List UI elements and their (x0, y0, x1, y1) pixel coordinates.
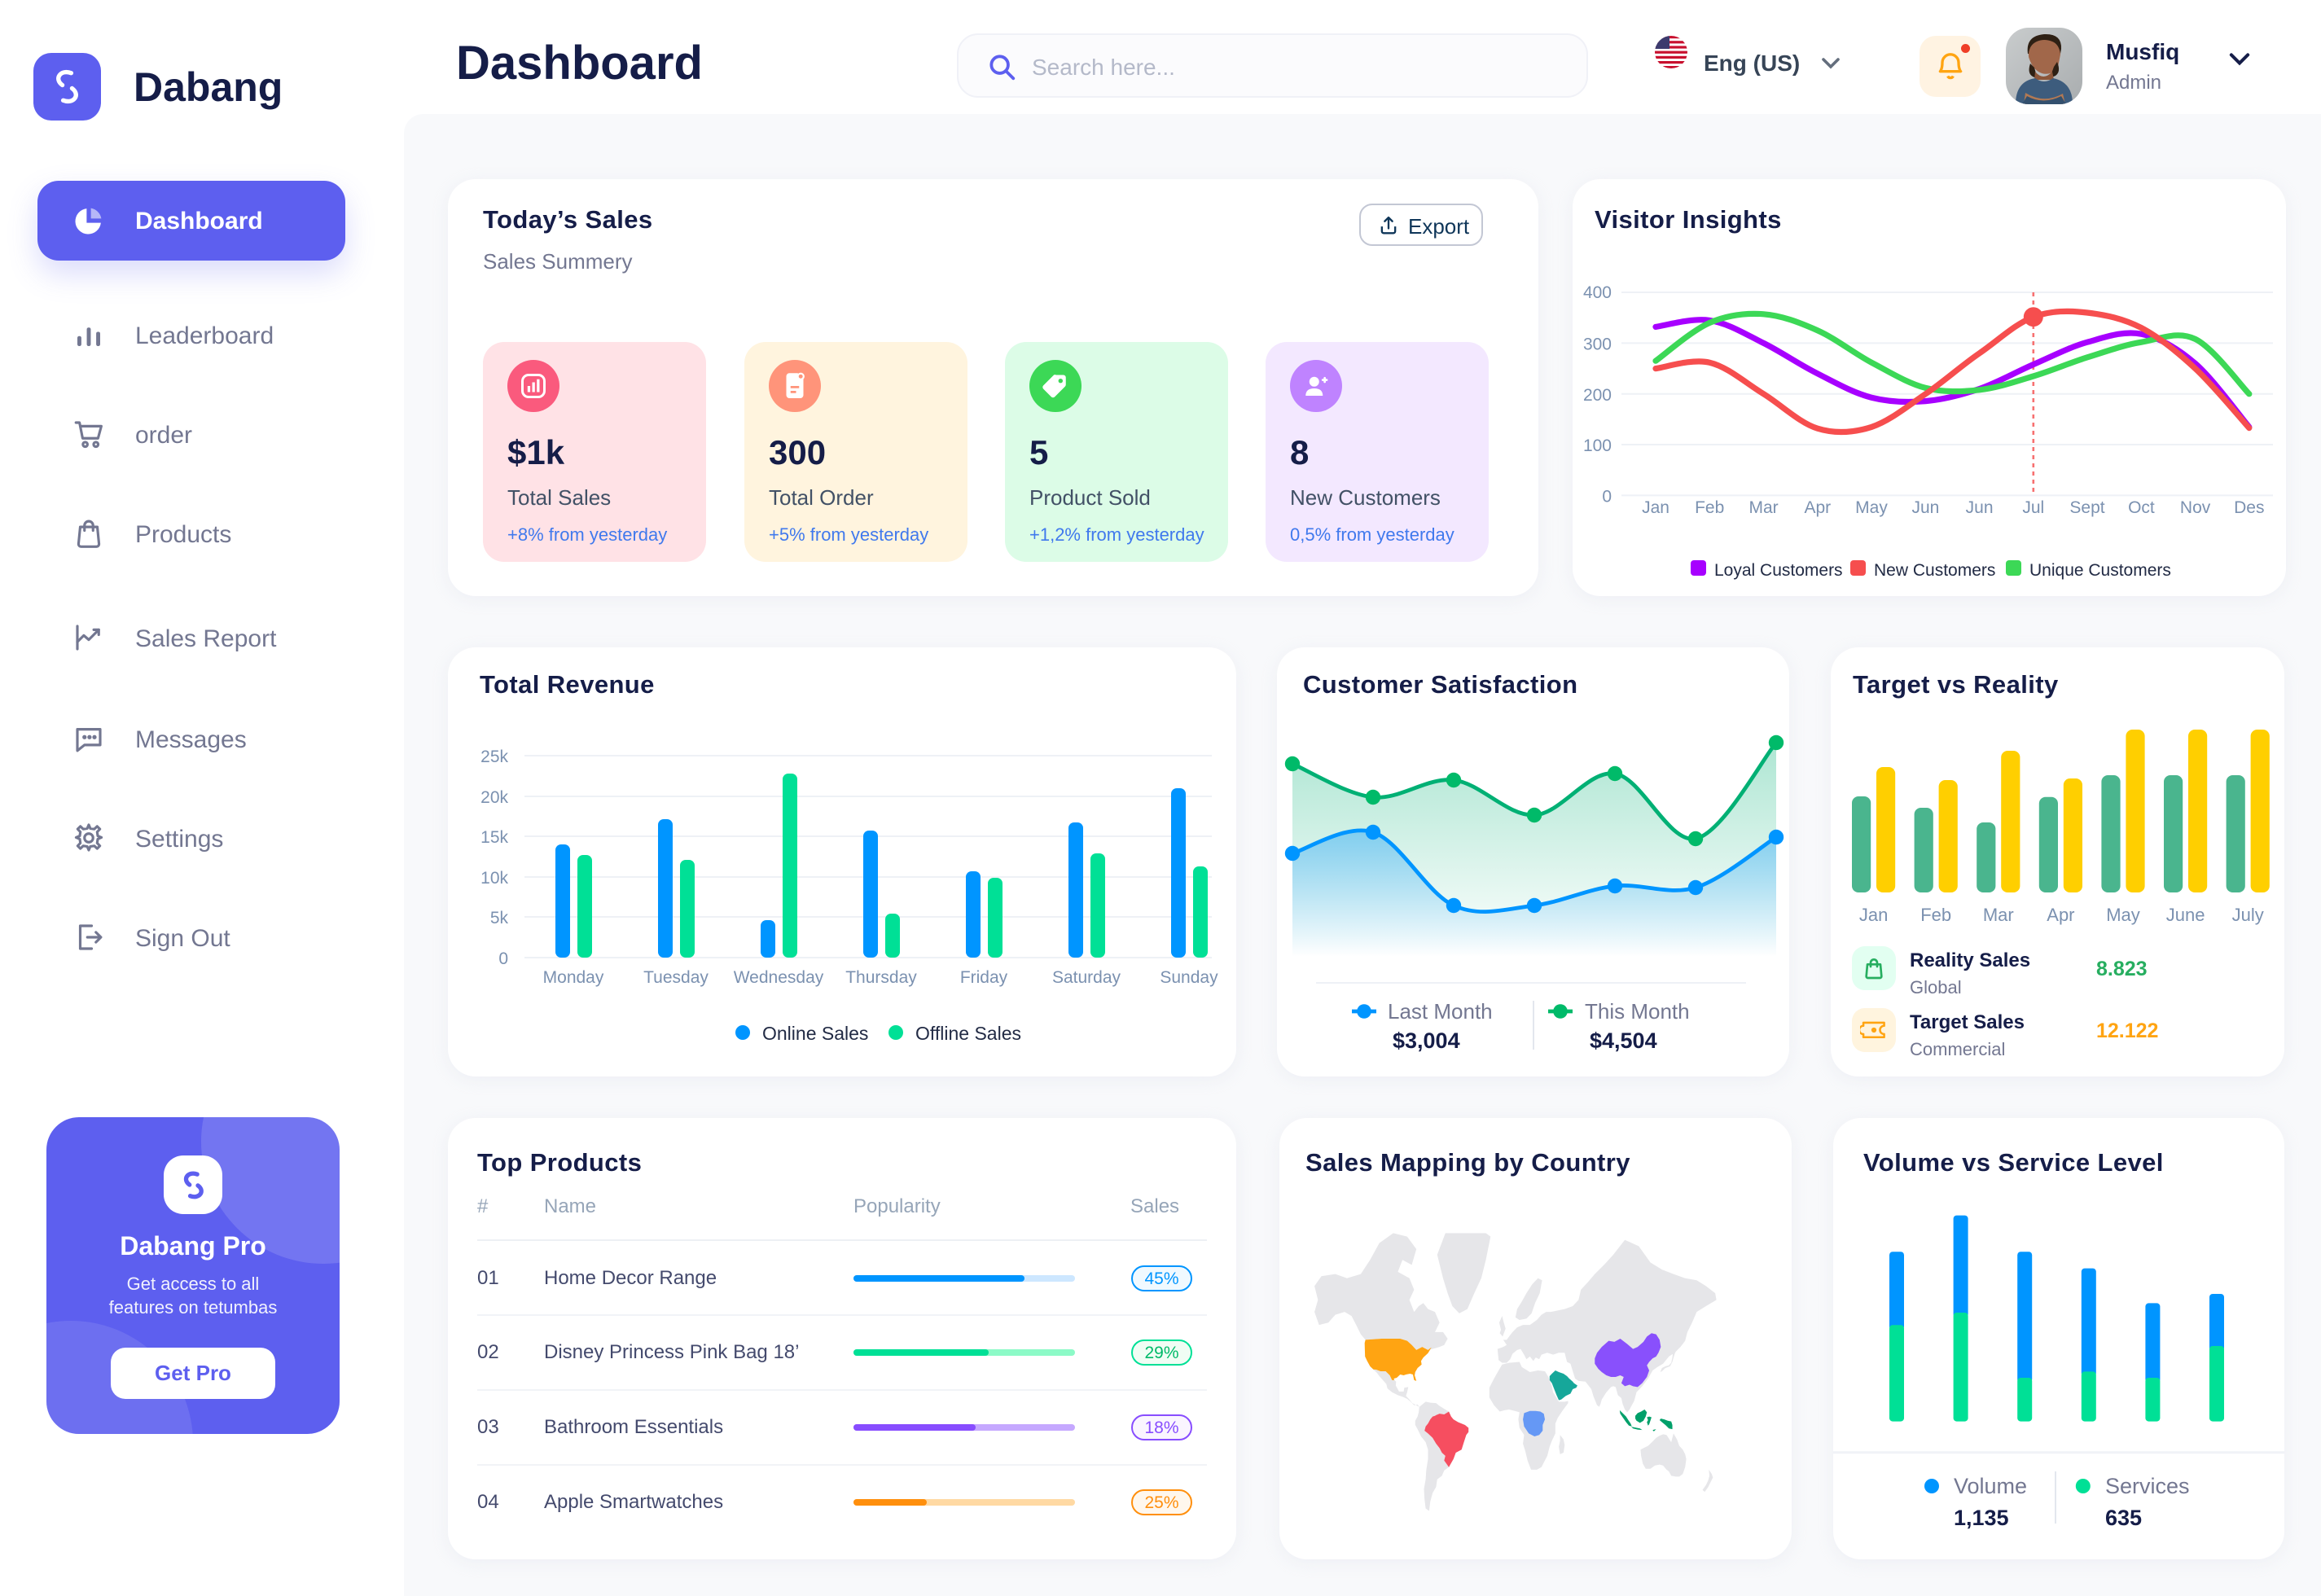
svg-text:300: 300 (1583, 335, 1612, 353)
svg-text:$4,504: $4,504 (1590, 1028, 1657, 1053)
svg-text:Friday: Friday (960, 968, 1008, 987)
svg-text:20k: 20k (480, 788, 508, 807)
svg-text:Thursday: Thursday (845, 968, 917, 987)
svg-text:200: 200 (1583, 386, 1612, 405)
svg-text:Feb: Feb (1920, 905, 1951, 925)
svg-text:400: 400 (1583, 283, 1612, 302)
svg-text:Wednesday: Wednesday (734, 968, 824, 987)
svg-text:Jun: Jun (1911, 498, 1939, 517)
svg-text:Offline Sales: Offline Sales (915, 1023, 1021, 1044)
svg-text:May: May (1855, 498, 1888, 517)
svg-text:Nov: Nov (2180, 498, 2211, 517)
svg-text:1,135: 1,135 (1954, 1506, 2009, 1530)
svg-text:June: June (2166, 905, 2205, 925)
svg-text:Apr: Apr (2047, 905, 2074, 925)
svg-text:Tuesday: Tuesday (643, 968, 709, 987)
svg-text:May: May (2106, 905, 2140, 925)
svg-text:Jan: Jan (1642, 498, 1669, 517)
svg-text:New Customers: New Customers (1874, 561, 1995, 580)
svg-text:Des: Des (2234, 498, 2264, 517)
svg-text:$3,004: $3,004 (1393, 1028, 1460, 1053)
svg-text:5k: 5k (490, 909, 509, 927)
svg-text:Feb: Feb (1695, 498, 1724, 517)
svg-text:Mar: Mar (1749, 498, 1779, 517)
svg-text:0: 0 (498, 949, 508, 968)
svg-text:Sunday: Sunday (1160, 968, 1218, 987)
svg-text:25k: 25k (480, 748, 508, 766)
svg-text:15k: 15k (480, 828, 508, 847)
svg-text:635: 635 (2105, 1506, 2142, 1530)
svg-text:This Month: This Month (1585, 999, 1690, 1024)
svg-text:Services: Services (2105, 1474, 2190, 1498)
svg-text:Last Month: Last Month (1388, 999, 1493, 1024)
svg-text:Oct: Oct (2128, 498, 2155, 517)
svg-text:100: 100 (1583, 436, 1612, 455)
svg-text:Monday: Monday (543, 968, 604, 987)
svg-text:Unique Customers: Unique Customers (2029, 561, 2171, 580)
svg-text:Apr: Apr (1804, 498, 1831, 517)
svg-text:Jan: Jan (1859, 905, 1888, 925)
svg-text:July: July (2232, 905, 2264, 925)
svg-text:Jun: Jun (1966, 498, 1994, 517)
svg-text:0: 0 (1602, 487, 1612, 506)
svg-text:Jul: Jul (2022, 498, 2044, 517)
svg-text:10k: 10k (480, 869, 508, 888)
svg-text:Mar: Mar (1983, 905, 2014, 925)
svg-text:Sept: Sept (2069, 498, 2104, 517)
svg-text:Loyal Customers: Loyal Customers (1714, 561, 1843, 580)
svg-text:Saturday: Saturday (1052, 968, 1121, 987)
svg-text:Online Sales: Online Sales (762, 1023, 868, 1044)
svg-text:Volume: Volume (1954, 1474, 2027, 1498)
